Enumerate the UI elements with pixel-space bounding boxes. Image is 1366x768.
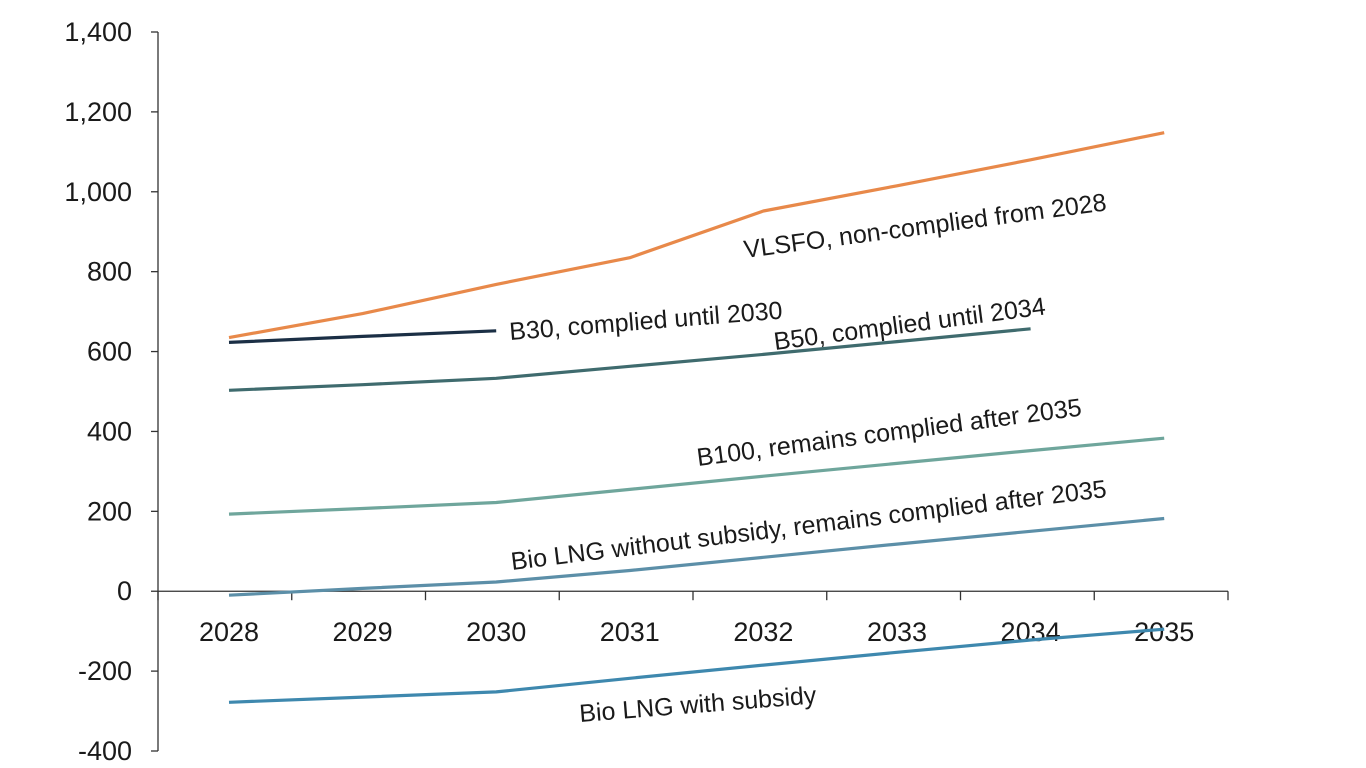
y-tick-label: 600 (87, 337, 132, 367)
series-label-0: VLSFO, non-complied from 2028 (742, 188, 1108, 263)
y-tick-label: 1,000 (64, 177, 132, 207)
series-line-0 (228, 131, 1165, 340)
series-line-4 (228, 516, 1165, 597)
y-tick-label: 200 (87, 496, 132, 526)
x-tick-label: 2032 (733, 617, 793, 647)
series-line-3 (228, 436, 1165, 516)
x-tick-label: 2028 (199, 617, 259, 647)
y-tick-label: -400 (78, 736, 132, 766)
series-line-5 (228, 627, 1165, 704)
y-tick-label: 0 (117, 576, 132, 606)
y-tick-label: 400 (87, 416, 132, 446)
series-lines (228, 131, 1165, 704)
series-line-2 (228, 327, 1031, 392)
series-label-4: Bio LNG without subsidy, remains complie… (509, 475, 1108, 576)
x-tick-label: 2031 (600, 617, 660, 647)
series-line-1 (228, 329, 497, 344)
axes: -400 -200 0 200 400 600 800 1,000 1,200 1,400 2028… (64, 17, 1229, 766)
y-tick-label: 1,400 (64, 17, 132, 47)
x-tick-label: 2030 (466, 617, 526, 647)
series-label-1: B30, complied until 2030 (508, 297, 783, 346)
x-tick-label: 2029 (333, 617, 393, 647)
y-tick-label: -200 (78, 656, 132, 686)
y-tick-label: 1,200 (64, 97, 132, 127)
series-label-3: B100, remains complied after 2035 (695, 394, 1083, 472)
x-tick-label: 2033 (867, 617, 927, 647)
series-label-5: Bio LNG with subsidy (578, 681, 818, 728)
y-tick-label: 800 (87, 257, 132, 287)
series-label-2: B50, complied until 2034 (772, 292, 1047, 356)
